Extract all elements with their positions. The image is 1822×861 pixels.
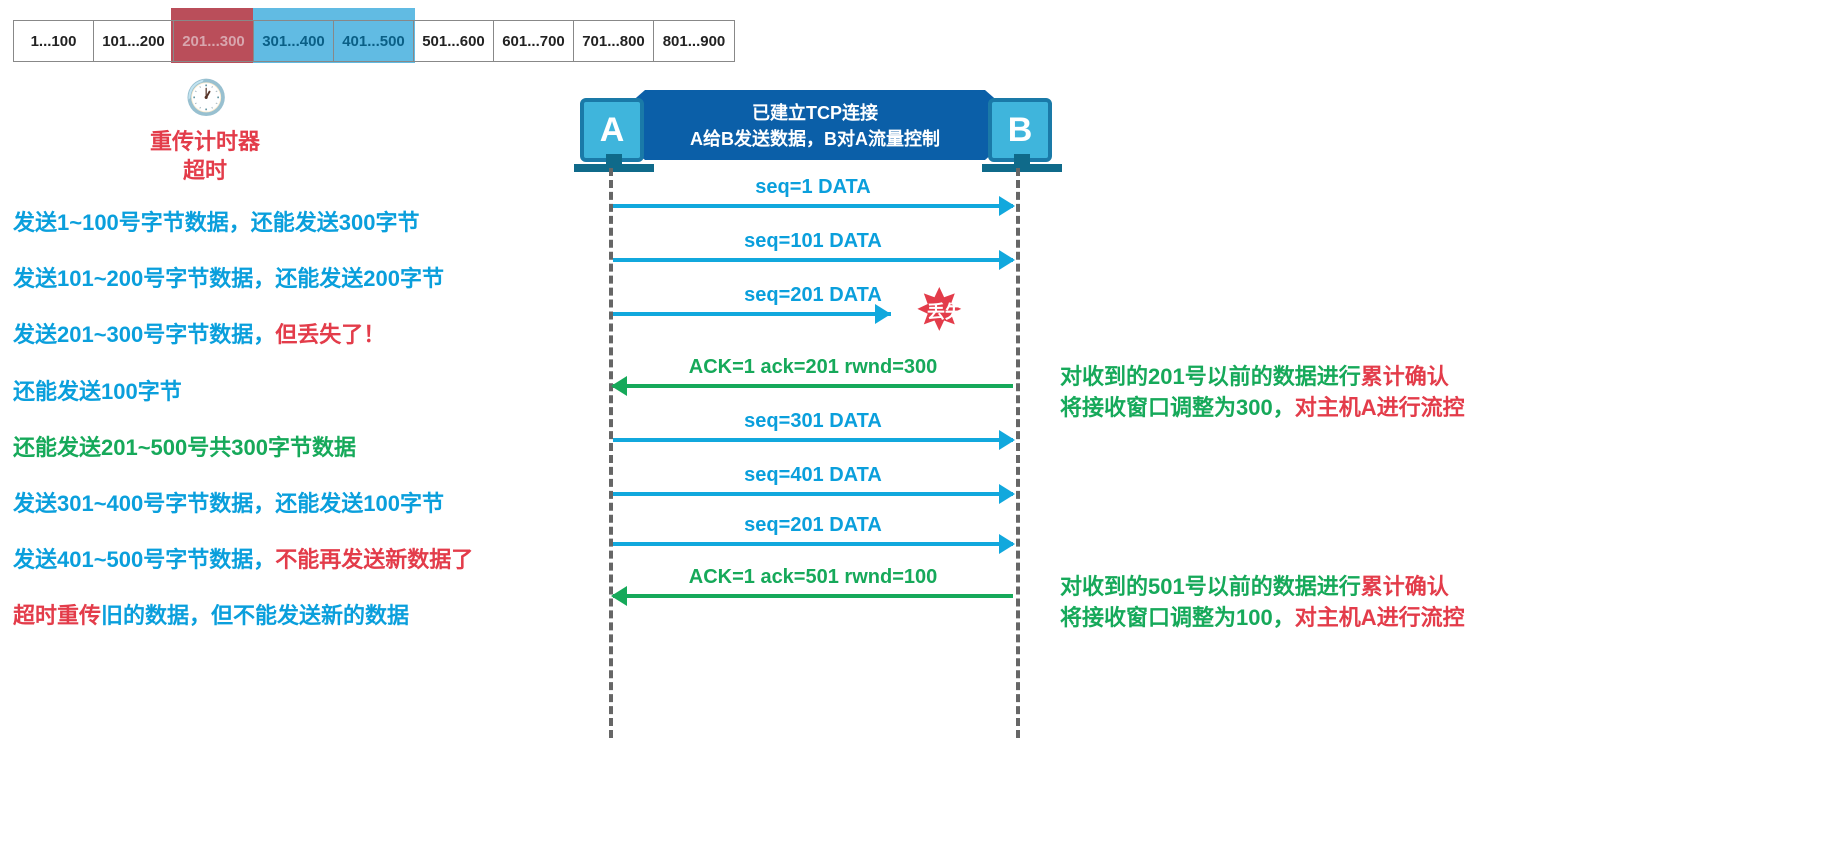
arrow-head — [875, 304, 891, 324]
host-a-stand — [574, 164, 654, 172]
left-line: 还能发送100字节 — [13, 369, 473, 415]
note-span: 对主机A进行流控 — [1295, 395, 1465, 420]
message-arrow: ACK=1 ack=501 rwnd=100 — [613, 580, 1013, 586]
left-line-span: 发送201~300号字节数据， — [13, 322, 275, 347]
right-note: 对收到的201号以前的数据进行累计确认将接收窗口调整为300，对主机A进行流控 — [1060, 362, 1760, 424]
arrow-bar — [613, 542, 1013, 546]
byte-cell: 601...700 — [494, 21, 574, 61]
left-line: 还能发送201~500号共300字节数据 — [13, 425, 473, 471]
left-line: 发送301~400号字节数据，还能发送100字节 — [13, 481, 473, 527]
left-line: 超时重传旧的数据，但不能发送新的数据 — [13, 593, 473, 639]
clock-icon: 🕐 — [185, 78, 227, 118]
byte-cell: 301...400 — [254, 21, 334, 61]
note-span: 将接收窗口调整为100， — [1060, 605, 1295, 630]
message-label: ACK=1 ack=501 rwnd=100 — [613, 566, 1013, 589]
message-arrow: seq=301 DATA — [613, 424, 1013, 430]
message-label: ACK=1 ack=201 rwnd=300 — [613, 356, 1013, 379]
byte-cell: 101...200 — [94, 21, 174, 61]
retransmit-timer-label: 重传计时器 超时 — [150, 128, 260, 185]
host-b-icon: B — [988, 98, 1052, 162]
arrow-head — [611, 586, 627, 606]
arrow-head — [999, 250, 1015, 270]
left-line-span: 还能发送100字节 — [13, 379, 182, 404]
arrow-bar — [613, 312, 891, 316]
arrow-head — [999, 196, 1015, 216]
note-span: 对收到的201号以前的数据进行 — [1060, 364, 1361, 389]
note-span: 对主机A进行流控 — [1295, 605, 1465, 630]
connection-banner: 已建立TCP连接 A给B发送数据，B对A流量控制 — [645, 90, 985, 160]
message-label: seq=101 DATA — [613, 230, 1013, 253]
arrow-head — [999, 484, 1015, 504]
lifeline-a — [609, 168, 613, 738]
left-line: 发送401~500号字节数据，不能再发送新数据了 — [13, 537, 473, 583]
message-label: seq=301 DATA — [613, 410, 1013, 433]
message-label: seq=201 DATA — [613, 514, 1013, 537]
byte-cell: 501...600 — [414, 21, 494, 61]
left-line-span: 发送301~400号字节数据，还能发送100字节 — [13, 491, 444, 516]
timer-line2: 超时 — [150, 157, 260, 186]
message-label: seq=1 DATA — [613, 176, 1013, 199]
arrow-bar — [613, 438, 1013, 442]
arrow-bar — [613, 384, 1013, 388]
arrow-head — [999, 534, 1015, 554]
host-b-stand — [982, 164, 1062, 172]
left-line-span: 不能再发送新数据了 — [275, 547, 473, 572]
byte-cell: 1...100 — [14, 21, 94, 61]
left-line-span: 发送1~100号字节数据，还能发送300字节 — [13, 210, 420, 235]
byte-table: 1...100101...200201...300301...400401...… — [13, 20, 735, 62]
byte-cell: 401...500 — [334, 21, 414, 61]
arrow-head — [611, 376, 627, 396]
left-line-span: 还能发送201~500号共300字节数据 — [13, 435, 356, 460]
byte-cell: 701...800 — [574, 21, 654, 61]
lost-label: 丢失 — [927, 298, 963, 324]
left-line-span: 旧的数据，但不能发送新的数据 — [101, 603, 409, 628]
message-arrow: seq=101 DATA — [613, 244, 1013, 250]
sequence-diagram: 已建立TCP连接 A给B发送数据，B对A流量控制 A B seq=1 DATA s… — [575, 80, 1805, 730]
host-a-label: A — [600, 111, 625, 150]
left-line-span: 但丢失了！ — [275, 322, 385, 347]
message-arrow: seq=401 DATA — [613, 478, 1013, 484]
left-line-span: 发送101~200号字节数据，还能发送200字节 — [13, 266, 444, 291]
right-note: 对收到的501号以前的数据进行累计确认将接收窗口调整为100，对主机A进行流控 — [1060, 572, 1760, 634]
arrow-bar — [613, 204, 1013, 208]
host-b-label: B — [1008, 111, 1033, 150]
byte-cell: 201...300 — [174, 21, 254, 61]
timer-line1: 重传计时器 — [150, 128, 260, 157]
banner-line2: A给B发送数据，B对A流量控制 — [690, 125, 940, 151]
note-span: 累计确认 — [1361, 364, 1449, 389]
message-arrow: seq=201 DATA — [613, 528, 1013, 534]
arrow-bar — [613, 258, 1013, 262]
note-span: 对收到的501号以前的数据进行 — [1060, 574, 1361, 599]
left-line-span: 超时重传 — [13, 603, 101, 628]
arrow-head — [999, 430, 1015, 450]
message-arrow: seq=1 DATA — [613, 190, 1013, 196]
message-label: seq=401 DATA — [613, 464, 1013, 487]
byte-cell: 801...900 — [654, 21, 734, 61]
left-explanations: 发送1~100号字节数据，还能发送300字节发送101~200号字节数据，还能发… — [13, 200, 473, 650]
left-line: 发送101~200号字节数据，还能发送200字节 — [13, 256, 473, 302]
arrow-bar — [613, 594, 1013, 598]
lifeline-b — [1016, 168, 1020, 738]
left-line: 发送1~100号字节数据，还能发送300字节 — [13, 200, 473, 246]
banner-line1: 已建立TCP连接 — [752, 99, 878, 125]
arrow-bar — [613, 492, 1013, 496]
left-line: 发送201~300号字节数据，但丢失了！ — [13, 312, 473, 358]
host-a-icon: A — [580, 98, 644, 162]
left-line-span: 发送401~500号字节数据， — [13, 547, 275, 572]
message-arrow: seq=201 DATA✸丢失 — [613, 298, 1013, 304]
note-span: 累计确认 — [1361, 574, 1449, 599]
message-arrow: ACK=1 ack=201 rwnd=300 — [613, 370, 1013, 376]
note-span: 将接收窗口调整为300， — [1060, 395, 1295, 420]
